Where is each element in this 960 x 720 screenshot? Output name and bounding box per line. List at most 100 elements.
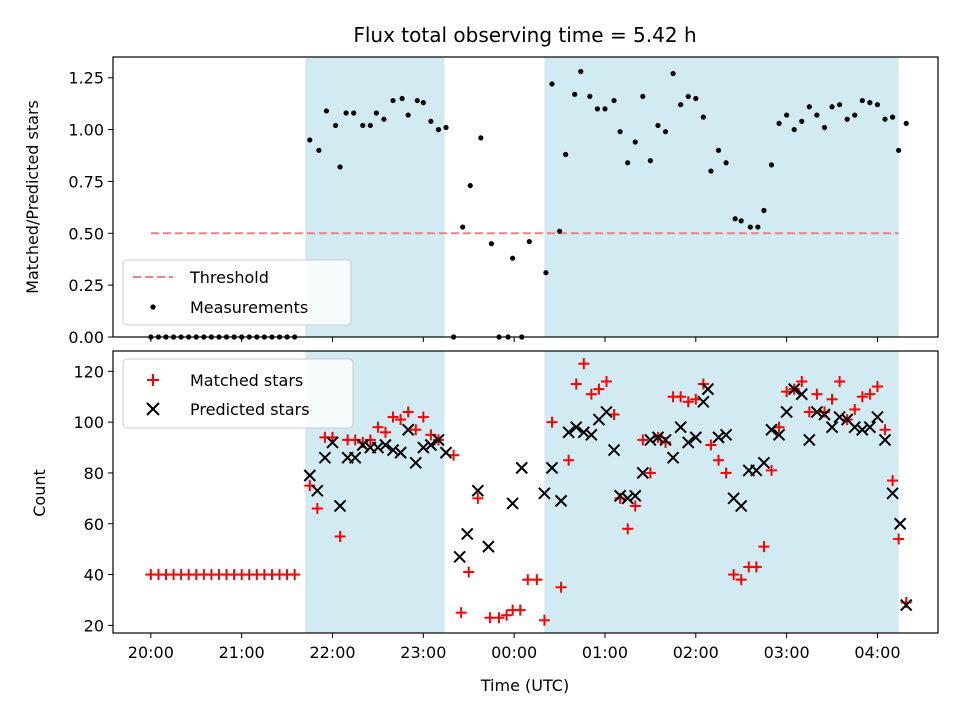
- predicted-star-point: [629, 489, 642, 503]
- predicted-star-point: [554, 494, 568, 508]
- predicted-star-point: [795, 387, 808, 401]
- observing-window: [544, 351, 899, 633]
- predicted-star-point: [765, 423, 778, 436]
- predicted-star-point: [735, 499, 748, 513]
- predicted-star-point: [757, 456, 771, 469]
- predicted-star-point: [803, 433, 816, 447]
- y-tick-label: 60: [84, 515, 104, 534]
- predicted-star-point: [453, 550, 466, 563]
- matched-star-point: [622, 523, 634, 535]
- ratio-marks: [148, 68, 909, 340]
- matched-star-point: [893, 533, 905, 545]
- predicted-star-point: [538, 487, 551, 500]
- y-tick-label: 0.00: [68, 328, 104, 347]
- predicted-star-point: [719, 428, 733, 442]
- measurement-point: [791, 126, 797, 133]
- predicted-star-point: [900, 598, 913, 612]
- predicted-star-point: [666, 451, 680, 464]
- measurement-point: [510, 255, 516, 261]
- predicted-star-point: [471, 484, 485, 497]
- measurement-point: [381, 116, 387, 122]
- x-tick-label: 22:00: [309, 643, 355, 662]
- measurement-point: [662, 129, 669, 135]
- predicted-star-point: [644, 433, 657, 447]
- matched-star-point: [803, 406, 815, 418]
- measurement-point: [399, 95, 405, 102]
- measurement-point: [572, 91, 578, 97]
- measurement-point: [829, 104, 835, 110]
- predicted-star-point: [636, 466, 650, 480]
- measurement-point: [405, 112, 411, 118]
- predicted-star-point: [482, 540, 495, 553]
- measurement-point: [625, 160, 631, 166]
- measurement-point: [367, 122, 373, 129]
- predicted-star-point: [318, 451, 332, 464]
- matched-star-point: [563, 454, 575, 466]
- matched-star-point: [887, 475, 899, 487]
- matched-star-point: [871, 381, 883, 393]
- measurement-point: [332, 122, 339, 129]
- matched-star-point: [765, 464, 777, 476]
- measurement-point: [549, 81, 555, 87]
- matched-star-point: [675, 391, 687, 403]
- predicted-star-point: [562, 426, 575, 439]
- bottom-axes-frame: [112, 350, 939, 634]
- predicted-star-point: [780, 405, 793, 419]
- predicted-star-point: [871, 410, 884, 424]
- measurement-point: [360, 122, 366, 129]
- measurement-point: [715, 147, 722, 153]
- predicted-star-point: [386, 443, 400, 457]
- measurements-legend-swatch: [150, 304, 156, 310]
- predicted-star-point: [545, 461, 559, 475]
- measurement-point: [755, 224, 761, 230]
- measurement-point: [670, 70, 676, 77]
- matched-star-point: [289, 569, 301, 581]
- measurement-point: [693, 95, 699, 102]
- measurement-point: [685, 93, 691, 100]
- y-tick-label: 1.00: [68, 121, 104, 140]
- predicted-star-point: [570, 421, 583, 434]
- predicted-star-point: [674, 421, 687, 434]
- top-panel-ratio: 0.00 0.25 0.50 0.75 1.00 1.25 Matched/Predict…: [23, 56, 939, 347]
- measurement-point: [373, 110, 379, 116]
- predicted-star-point: [810, 405, 824, 419]
- predicted-star-point: [333, 499, 347, 513]
- measurement-point: [837, 102, 843, 108]
- matched-star-point: [372, 421, 384, 433]
- matched-star-point: [546, 416, 558, 428]
- bottom-y-ticks: 20 40 60 80 100 120: [73, 362, 113, 635]
- matched-star-point: [417, 411, 429, 423]
- y-tick-label: 100: [73, 413, 104, 432]
- measurement-point: [478, 135, 484, 141]
- measurement-point: [420, 100, 426, 106]
- matched-legend-swatch: [147, 374, 159, 386]
- predicted-star-point: [600, 405, 613, 419]
- observing-windows-bottom: [305, 351, 899, 633]
- predicted-star-point: [697, 395, 710, 409]
- predicted-star-point: [878, 433, 892, 447]
- measurement-point: [563, 151, 569, 158]
- matched-legend-label: Matched stars: [190, 371, 303, 390]
- matched-star-point: [585, 388, 597, 400]
- matched-star-point: [735, 574, 747, 586]
- predicted-star-point: [326, 436, 339, 449]
- top-y-ticks: 0.00 0.25 0.50 0.75 1.00 1.25: [68, 69, 113, 347]
- predicted-legend-label: Predicted stars: [190, 400, 310, 419]
- top-legend: Threshold Measurements: [122, 259, 352, 326]
- matched-star-point: [705, 439, 717, 451]
- matched-star-point: [387, 411, 399, 423]
- matched-star-point: [463, 566, 475, 578]
- predicted-star-point: [417, 441, 430, 454]
- measurement-point: [587, 93, 593, 100]
- matched-star-point: [538, 614, 550, 626]
- measurement-point: [617, 129, 623, 135]
- measurement-point: [578, 68, 584, 75]
- predicted-star-point: [394, 446, 407, 459]
- measurement-point: [867, 100, 873, 106]
- matched-star-point: [402, 406, 414, 418]
- matched-star-point: [834, 375, 846, 387]
- x-tick-label: 21:00: [219, 643, 265, 662]
- matched-star-point: [856, 391, 868, 403]
- predicted-star-point: [613, 489, 627, 503]
